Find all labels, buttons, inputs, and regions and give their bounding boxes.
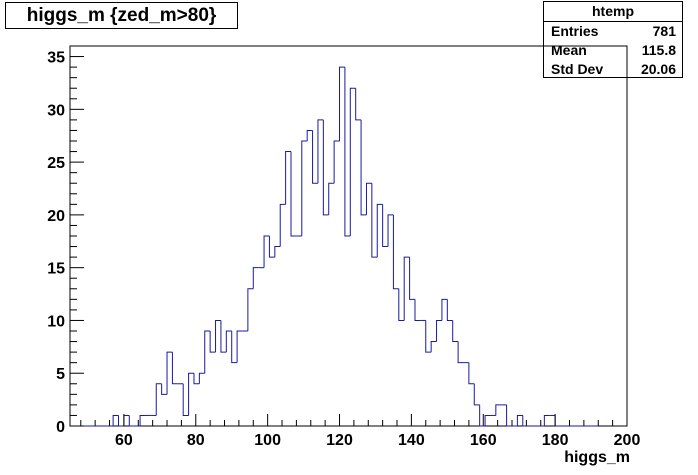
histogram-bin <box>263 235 270 268</box>
histogram-bin <box>543 414 550 426</box>
histogram-bin <box>301 140 308 236</box>
histogram-bin <box>322 119 329 216</box>
y-tick-label: 0 <box>56 419 65 436</box>
histogram-bin <box>209 331 216 353</box>
histogram-bin <box>349 87 356 236</box>
histogram-bin <box>452 320 459 343</box>
x-tick-label: 120 <box>326 432 353 449</box>
x-tick-label: 80 <box>187 432 205 449</box>
y-tick-label: 25 <box>47 155 65 172</box>
histogram-bin <box>409 257 415 300</box>
histogram-bin <box>171 352 178 385</box>
x-tick-label: 180 <box>542 432 569 449</box>
histogram-bin <box>430 341 437 353</box>
histogram-bin <box>522 415 529 427</box>
histogram-bin <box>123 414 130 426</box>
y-tick-label: 30 <box>47 102 65 119</box>
y-tick-label: 10 <box>47 313 65 330</box>
histogram-bin <box>468 362 475 385</box>
histogram-bin <box>231 331 238 364</box>
histogram-bin <box>376 203 383 258</box>
histogram-bin <box>473 383 480 406</box>
histogram-bin <box>339 66 345 141</box>
histogram-bin <box>188 372 194 416</box>
histogram-bin <box>403 256 410 321</box>
y-tick-label: 15 <box>47 261 65 278</box>
histogram-bin <box>398 288 405 321</box>
y-tick-label: 35 <box>47 50 65 67</box>
stats-label-stddev: Std Dev <box>551 61 604 77</box>
histogram-bin <box>112 414 119 426</box>
x-tick-label: 140 <box>398 432 425 449</box>
histogram-bin <box>387 214 394 247</box>
histogram-bin <box>268 236 275 258</box>
x-tick-label: 100 <box>254 432 281 449</box>
histogram-bin <box>457 341 464 364</box>
x-tick-label: 160 <box>470 432 497 449</box>
histogram-bin <box>225 330 232 353</box>
histogram-bin <box>441 298 448 321</box>
histogram-bin <box>312 130 318 184</box>
histogram-bin <box>554 415 561 427</box>
y-tick-label: 20 <box>47 208 65 225</box>
stats-name: htemp <box>544 2 682 22</box>
histogram-bin <box>155 383 162 416</box>
histogram-bin <box>328 182 335 215</box>
histogram-bin <box>414 299 421 321</box>
histogram-bin <box>182 383 189 416</box>
x-tick-label: 60 <box>115 432 133 449</box>
histogram-bin <box>371 183 378 258</box>
histogram-bin <box>446 299 453 321</box>
histogram-bin <box>290 151 297 237</box>
histogram-bin <box>161 383 168 395</box>
histogram-bin <box>198 372 205 384</box>
histogram-bin <box>215 319 221 353</box>
histogram-bin <box>118 415 124 427</box>
x-tick-label: 200 <box>614 432 641 449</box>
histogram-bin <box>204 330 211 374</box>
histogram-bin <box>333 140 340 184</box>
stats-value-mean: 115.8 <box>641 42 676 58</box>
histogram-bin <box>392 214 399 290</box>
histogram-bin <box>247 288 254 331</box>
histogram-bin <box>166 351 173 395</box>
y-tick-label: 5 <box>56 366 65 383</box>
histogram-bin <box>516 414 523 426</box>
histogram-bin <box>252 267 259 289</box>
histogram-bin <box>274 246 281 258</box>
histogram-bin <box>220 320 227 353</box>
x-axis-label: higgs_m <box>564 449 630 466</box>
stats-value-entries: 781 <box>652 23 676 39</box>
histogram-bin <box>128 415 135 427</box>
histogram-bin <box>495 404 502 416</box>
histogram-bin <box>139 414 146 426</box>
chart-title: higgs_m {zed_m>80} <box>5 2 238 29</box>
histogram-bin <box>279 203 286 247</box>
histogram-bin <box>306 129 313 141</box>
stats-row-entries: Entries 781 <box>544 22 682 41</box>
histogram-bin <box>382 204 389 248</box>
stats-label-entries: Entries <box>551 23 599 39</box>
histogram-bin <box>236 330 243 363</box>
histogram-bin <box>344 67 351 237</box>
histogram-bin <box>436 319 442 342</box>
histogram-bin <box>193 373 200 385</box>
stats-value-stddev: 20.06 <box>640 61 676 77</box>
histogram-bin <box>484 414 491 426</box>
stats-box: htemp Entries 781 Mean 115.8 Std Dev 20.… <box>543 1 683 78</box>
histogram-bin <box>365 182 372 215</box>
histogram-bin <box>425 320 432 353</box>
histogram-bin <box>360 119 367 216</box>
histogram-bin <box>285 151 292 205</box>
histogram-bin <box>506 404 513 427</box>
histogram-bin <box>317 119 324 184</box>
stats-row-stddev: Std Dev 20.06 <box>544 60 682 79</box>
histogram-bin <box>479 404 486 427</box>
histogram-bin <box>355 88 362 121</box>
